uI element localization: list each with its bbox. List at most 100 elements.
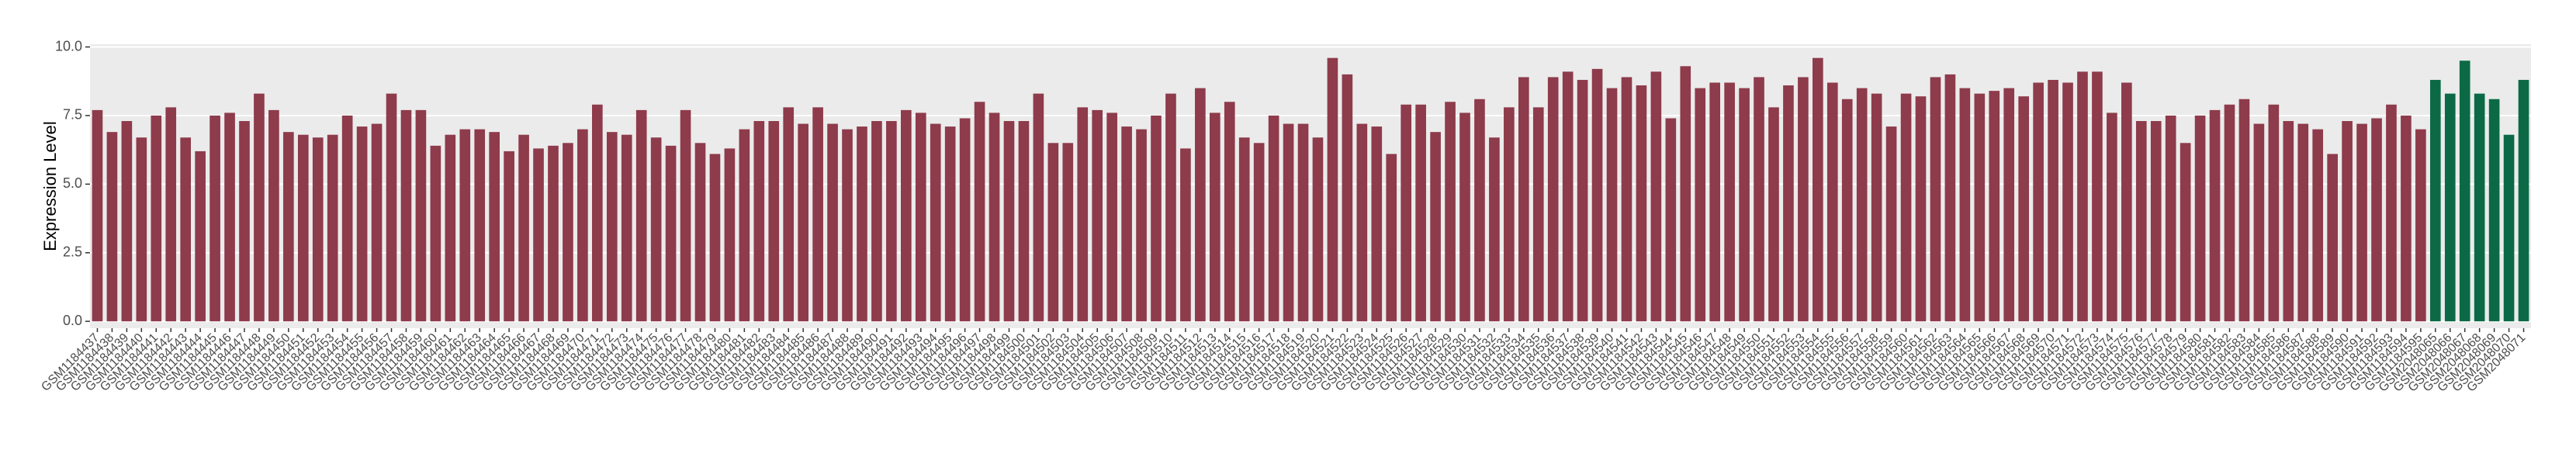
bar <box>1989 91 2000 322</box>
bar <box>2048 79 2058 322</box>
bar <box>1798 77 1809 322</box>
bar <box>2062 82 2073 322</box>
bar <box>1856 88 1868 322</box>
bar <box>1930 77 1941 322</box>
bar <box>1489 137 1500 322</box>
bar <box>2003 88 2015 322</box>
bar <box>1033 93 1044 322</box>
bar <box>297 134 309 322</box>
y-tick-label: 0.0 <box>63 313 82 328</box>
bar <box>1238 137 1250 322</box>
bar <box>312 137 324 322</box>
bar <box>1386 154 1397 322</box>
bar <box>2135 121 2147 322</box>
bar <box>2209 109 2221 322</box>
bar <box>504 151 514 322</box>
bar <box>783 107 795 322</box>
bar <box>709 154 721 322</box>
bar <box>1900 93 1912 322</box>
bar <box>2238 99 2250 322</box>
bar <box>1944 74 1956 322</box>
bar <box>209 115 220 322</box>
bar <box>2415 129 2426 322</box>
bar <box>592 104 603 322</box>
bar <box>1356 123 1368 322</box>
bar <box>1915 96 1927 322</box>
bar <box>1268 115 1279 322</box>
bar <box>254 93 265 322</box>
bar <box>871 121 882 322</box>
bar <box>930 123 941 322</box>
bar <box>1180 148 1191 322</box>
bar <box>1504 107 1515 322</box>
bar <box>400 109 412 322</box>
bar <box>739 129 750 322</box>
bar <box>857 126 867 322</box>
y-tick-label: 2.5 <box>63 244 82 260</box>
bar <box>2018 96 2029 322</box>
bar <box>812 107 823 322</box>
bar <box>944 126 956 322</box>
bar <box>1371 126 1383 322</box>
bar <box>2165 115 2176 322</box>
bar <box>283 132 294 322</box>
bar <box>768 121 780 322</box>
bar <box>1327 57 1338 322</box>
bar <box>1136 129 1147 322</box>
bar <box>1401 104 1412 322</box>
bar <box>915 112 926 322</box>
bar <box>1047 143 1059 322</box>
bar <box>1092 109 1103 322</box>
bar <box>180 137 192 322</box>
bar <box>1885 126 1897 322</box>
panel <box>90 44 2531 328</box>
bar <box>386 93 397 322</box>
bar <box>239 121 250 322</box>
bar <box>650 137 662 322</box>
bar <box>2429 79 2441 322</box>
bar <box>1739 88 1750 322</box>
bar <box>1312 137 1324 322</box>
bar <box>1062 143 1074 322</box>
bar <box>2253 123 2265 322</box>
bar <box>1415 104 1426 322</box>
bar <box>1680 66 1691 322</box>
bar <box>92 109 103 322</box>
bar <box>2474 93 2485 322</box>
bar <box>2356 123 2367 322</box>
bar <box>1665 118 1677 322</box>
bar <box>165 107 177 322</box>
bar <box>606 132 618 322</box>
bar <box>1165 93 1176 322</box>
bar <box>2297 123 2309 322</box>
bar <box>533 148 544 322</box>
bar <box>341 115 353 322</box>
bar <box>753 121 765 322</box>
bar <box>680 109 691 322</box>
bar <box>1709 82 1720 322</box>
bar <box>1459 112 1470 322</box>
bar <box>959 118 971 322</box>
bar <box>548 145 559 322</box>
bar <box>1959 88 1971 322</box>
bar <box>1650 71 1662 322</box>
bar <box>974 102 985 322</box>
bar <box>1003 121 1015 322</box>
bar <box>1974 93 1986 322</box>
bar <box>563 143 573 322</box>
bar <box>1195 88 1206 322</box>
bar <box>1768 107 1779 322</box>
bar <box>2401 115 2412 322</box>
bar <box>1342 74 1353 322</box>
bar <box>1077 107 1089 322</box>
bar <box>1621 77 1633 322</box>
bar <box>1591 68 1603 322</box>
bar <box>2283 121 2294 322</box>
bar <box>1518 77 1529 322</box>
bar <box>1606 88 1618 322</box>
bar <box>415 109 427 322</box>
bar <box>2459 61 2470 322</box>
bar <box>1695 88 1706 322</box>
bar <box>901 109 912 322</box>
bar <box>2033 82 2044 322</box>
